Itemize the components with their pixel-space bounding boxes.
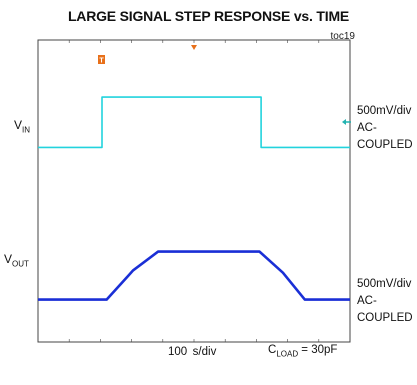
trigger-marker-icon: T xyxy=(98,55,105,65)
timebase-text: 100 s/div xyxy=(168,346,217,358)
series-vout-trace xyxy=(38,250,350,301)
scope-markers: T xyxy=(98,45,351,125)
vout-label-sub: OUT xyxy=(12,259,29,269)
figure-id: toc19 xyxy=(330,31,355,42)
vin-label-main: V xyxy=(14,118,23,132)
axis-ticks xyxy=(68,40,320,342)
series-vin-trace xyxy=(38,96,350,149)
cload-main: C xyxy=(268,344,277,356)
ch2-scale: 500mV/div xyxy=(357,278,412,290)
ch1-scale: 500mV/div xyxy=(357,105,412,117)
timebase-label: 100 s/div xyxy=(168,346,216,358)
channel-offset-arrow-icon xyxy=(342,119,351,125)
ch2-coupling-line2: COUPLED xyxy=(357,312,413,324)
ch1-coupling-line1: AC- xyxy=(357,122,377,134)
chart-title: LARGE SIGNAL STEP RESPONSE vs. TIME xyxy=(67,8,350,24)
ch2-coupling-line1: AC- xyxy=(357,295,377,307)
vout-label: VOUT xyxy=(4,252,29,268)
vout-label-main: V xyxy=(4,252,13,266)
vin-label-sub: IN xyxy=(22,125,31,135)
trigger-position-icon xyxy=(191,45,197,50)
vin-label: VIN xyxy=(14,118,30,134)
cload-label: CLOAD = 30pF xyxy=(268,344,337,358)
ch1-coupling-line2: COUPLED xyxy=(357,139,413,151)
cload-value: = 30pF xyxy=(298,344,338,356)
ch2-label-block: 500mV/div AC- COUPLED xyxy=(357,276,413,327)
ch1-label-block: 500mV/div AC- COUPLED xyxy=(357,103,413,154)
svg-text:T: T xyxy=(99,58,104,65)
scope-traces xyxy=(38,96,350,301)
cload-sub: LOAD xyxy=(276,349,299,359)
